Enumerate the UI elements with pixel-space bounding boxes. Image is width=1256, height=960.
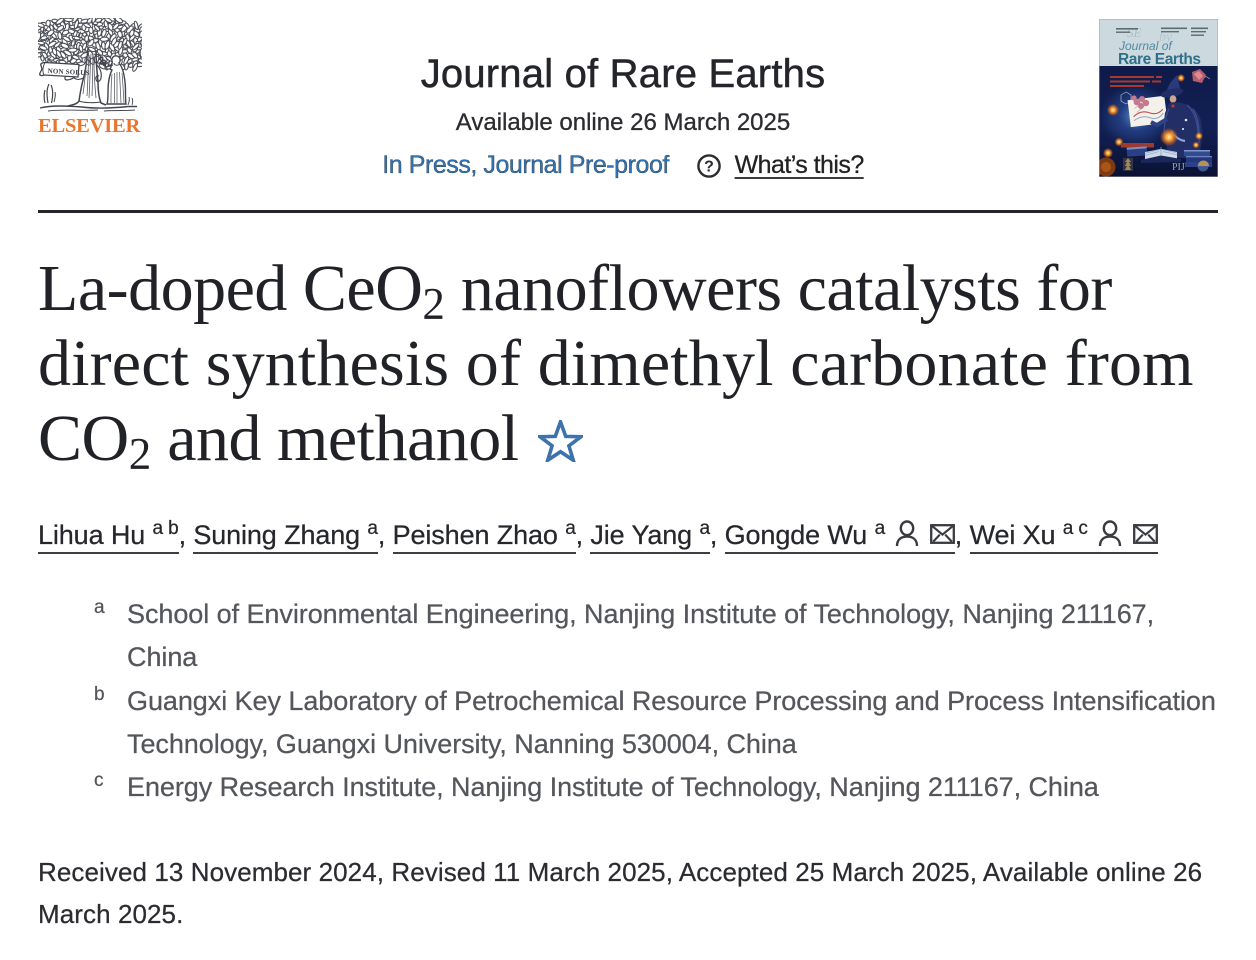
svg-text:Rare Earths: Rare Earths bbox=[1118, 51, 1201, 68]
svg-text:PIJ: PIJ bbox=[1172, 162, 1185, 173]
svg-text:by: by bbox=[1159, 30, 1173, 45]
svg-text:?: ? bbox=[704, 158, 714, 175]
svg-text:NON SOLUS: NON SOLUS bbox=[47, 67, 89, 77]
svg-text:Journal of: Journal of bbox=[1118, 39, 1173, 53]
